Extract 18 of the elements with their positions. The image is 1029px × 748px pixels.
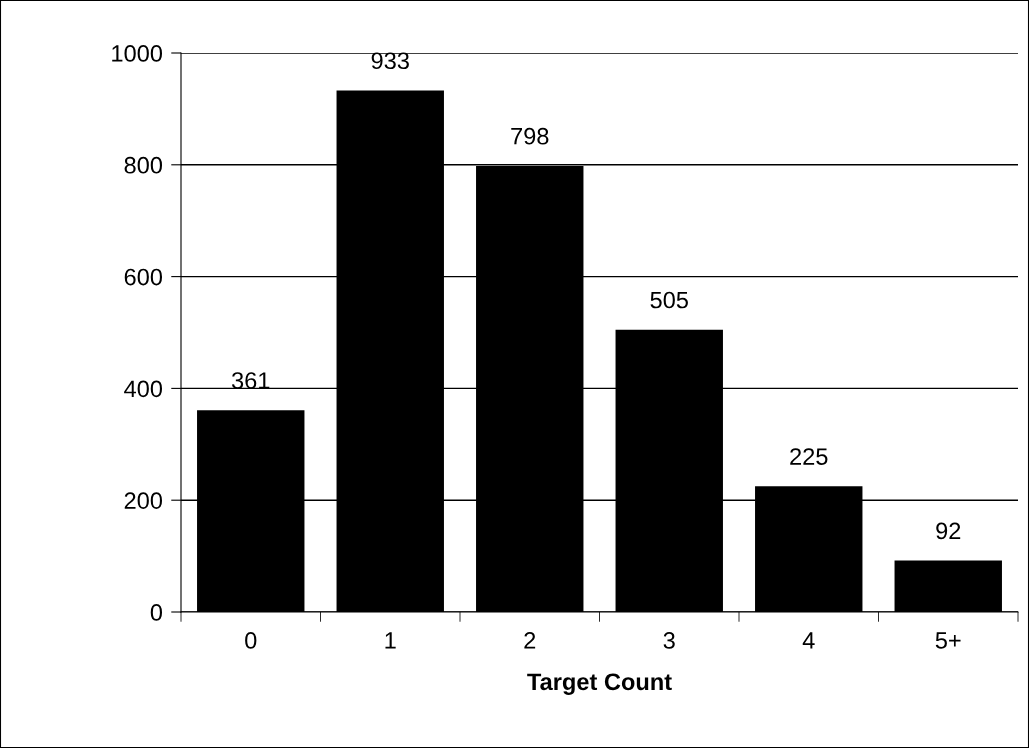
x-tick-label: 0 — [245, 632, 257, 649]
x-axis-title: Target Count — [527, 673, 672, 695]
y-tick-label: 600 — [124, 268, 163, 286]
y-tick-label: 800 — [124, 156, 163, 174]
x-tick-label: 1 — [385, 632, 396, 649]
y-tick-label: 1000 — [112, 45, 163, 62]
y-tick-label: 200 — [124, 492, 163, 509]
x-tick-label: 3 — [663, 632, 675, 649]
data-label: 505 — [650, 291, 688, 309]
y-tick-label: 400 — [124, 380, 163, 398]
x-tick-label: 5+ — [935, 632, 961, 649]
data-label: 933 — [371, 52, 409, 70]
x-tick-label: 2 — [524, 632, 536, 649]
data-label: 225 — [790, 448, 828, 465]
data-label: 92 — [936, 522, 961, 540]
y-tick-label: 0 — [150, 604, 163, 621]
x-tick-label: 4 — [802, 632, 815, 649]
data-label: 798 — [511, 127, 549, 145]
